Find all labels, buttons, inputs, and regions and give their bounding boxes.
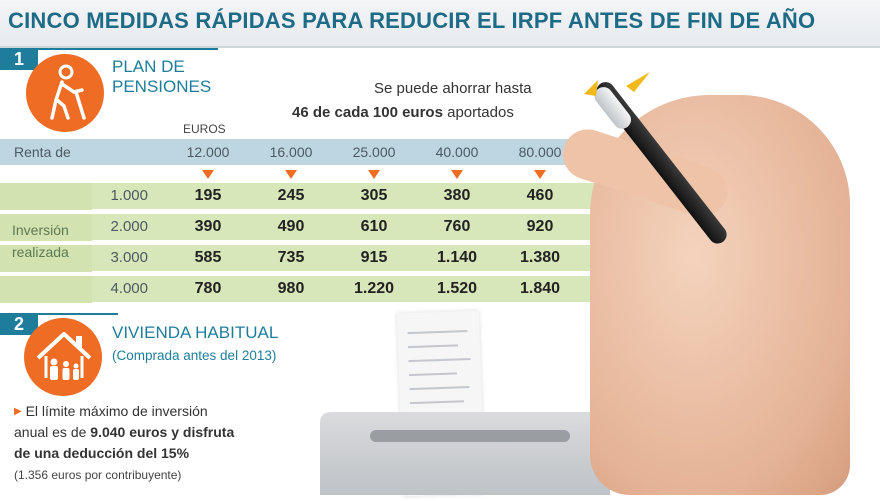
renta-value: 16.000 [269,144,313,160]
table-cell: 390 [194,218,222,235]
renta-row [0,139,605,165]
down-arrow-icon [534,170,546,179]
inversion-label: Inversión realizada [12,219,69,263]
investment-amount: 1.000 [110,187,148,204]
section-2-line2: anual es de 9.040 euros y disfruta [14,424,234,440]
table-cell: 920 [526,218,554,235]
section-1-rule [38,48,218,50]
section-1-badge: 1 [0,48,38,70]
table-row [0,276,605,302]
row-divider [0,241,605,245]
table-row [0,183,605,209]
table-cell: 490 [277,218,305,235]
table-cell: 1.380 [519,249,561,266]
section-1-title-line2: PENSIONES [112,77,212,96]
highlight-spark-icon [582,70,652,112]
renta-value: 25.000 [352,144,396,160]
section-2-line3-bold: de una deducción del 15% [14,445,190,461]
saving-text-bold: 46 de cada 100 euros [292,104,443,121]
section-2-badge: 2 [0,313,38,335]
table-cell: 460 [526,187,554,204]
table-cell: 915 [360,249,388,266]
table-cell: 380 [443,187,471,204]
table-cell: 980 [277,280,305,297]
section-2-subtitle: (Comprada antes del 2013) [112,348,277,363]
title-bar [0,0,880,46]
saving-text-line2: 46 de cada 100 euros aportados [292,104,514,121]
renta-value: 12.000 [186,144,230,160]
table-row [0,214,605,240]
section-1-title: PLAN DE PENSIONES [112,57,272,97]
table-cell: 195 [194,187,222,204]
section-1-title-line1: PLAN DE [112,57,185,76]
inversion-label-line1: Inversión [12,222,69,238]
investment-amount: 4.000 [110,280,148,297]
row-divider [0,210,605,214]
bullet-triangle-icon: ▶ [14,406,22,417]
section-2-line2-bold: 9.040 euros y disfruta [90,424,235,440]
renta-value: 40.000 [435,144,479,160]
section-2-note: (1.356 euros por contribuyente) [14,468,182,482]
renta-label: Renta de [14,144,71,160]
table-cell: 610 [360,218,388,235]
unit-label: EUROS [183,122,226,136]
down-arrow-icon [285,170,297,179]
section-2-title: VIVIENDA HABITUAL [112,323,279,342]
table-cell: 1.840 [519,280,561,297]
renta-value: 80.000 [518,144,562,160]
calculator-image [320,412,610,495]
table-cell: 1.140 [436,249,478,266]
table-cell: 780 [194,280,222,297]
table-cell: 245 [277,187,305,204]
family-house-icon [24,318,102,396]
investment-amount: 2.000 [110,218,148,235]
section-2-line2-text: anual es de [14,424,91,440]
investment-amount: 3.000 [110,249,148,266]
row-divider [0,272,605,276]
section-2-line1: ▶ El límite máximo de inversión [14,403,208,419]
table-cell: 760 [443,218,471,235]
down-arrow-icon [202,170,214,179]
inversion-label-line2: realizada [12,244,69,260]
elderly-person-icon [26,54,104,132]
section-2-rule [38,313,118,315]
section-2-line3: de una deducción del 15% [14,445,189,461]
table-cell: 305 [360,187,388,204]
down-arrow-icon [368,170,380,179]
section-2-line1-text: El límite máximo de inversión [25,403,208,419]
table-cell: 735 [277,249,305,266]
table-cell: 1.520 [436,280,478,297]
table-cell: 1.220 [353,280,395,297]
calculator-slot [370,430,570,442]
table-row [0,245,605,271]
saving-text-line1: Se puede ahorrar hasta [374,80,532,97]
saving-text-rest: aportados [442,104,514,121]
page-title: CINCO MEDIDAS RÁPIDAS PARA REDUCIR EL IR… [8,8,816,33]
down-arrow-icon [451,170,463,179]
title-divider [0,46,880,48]
table-cell: 585 [194,249,222,266]
